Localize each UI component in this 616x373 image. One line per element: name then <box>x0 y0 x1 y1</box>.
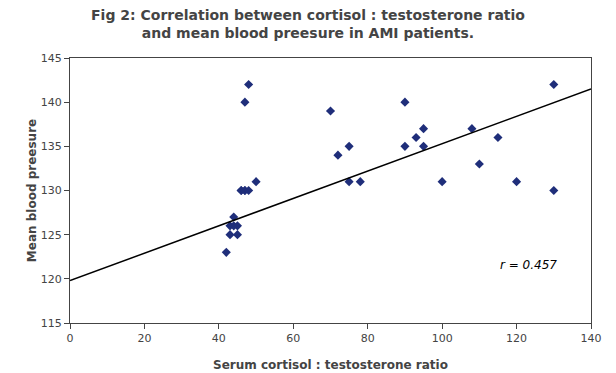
svg-text:140: 140 <box>41 96 62 109</box>
svg-text:135: 135 <box>41 140 62 153</box>
svg-text:20: 20 <box>137 332 151 345</box>
svg-text:115: 115 <box>41 317 62 330</box>
svg-text:80: 80 <box>361 332 375 345</box>
svg-text:125: 125 <box>41 229 62 242</box>
svg-text:Mean blood preesure: Mean blood preesure <box>25 119 39 262</box>
svg-text:60: 60 <box>286 332 300 345</box>
svg-text:120: 120 <box>506 332 527 345</box>
svg-text:145: 145 <box>41 52 62 65</box>
svg-text:Serum cortisol : testosterone: Serum cortisol : testosterone ratio <box>213 358 448 372</box>
svg-text:140: 140 <box>581 332 602 345</box>
svg-text:Fig 2: Correlation between cor: Fig 2: Correlation between cortisol : te… <box>91 7 525 41</box>
svg-text:130: 130 <box>41 184 62 197</box>
svg-text:r = 0.457: r = 0.457 <box>500 258 557 272</box>
svg-text:40: 40 <box>212 332 226 345</box>
svg-text:120: 120 <box>41 273 62 286</box>
svg-text:0: 0 <box>67 332 74 345</box>
svg-text:100: 100 <box>432 332 453 345</box>
